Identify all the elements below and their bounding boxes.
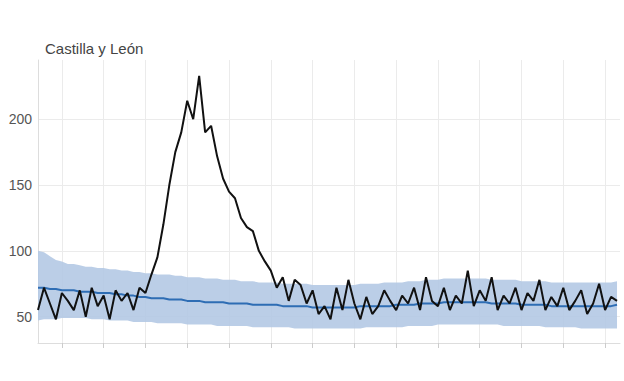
svg-text:150: 150 — [9, 177, 33, 193]
svg-text:100: 100 — [9, 243, 33, 259]
svg-text:50: 50 — [16, 309, 32, 325]
svg-text:200: 200 — [9, 111, 33, 127]
svg-text:Castilla y León: Castilla y León — [45, 40, 143, 57]
